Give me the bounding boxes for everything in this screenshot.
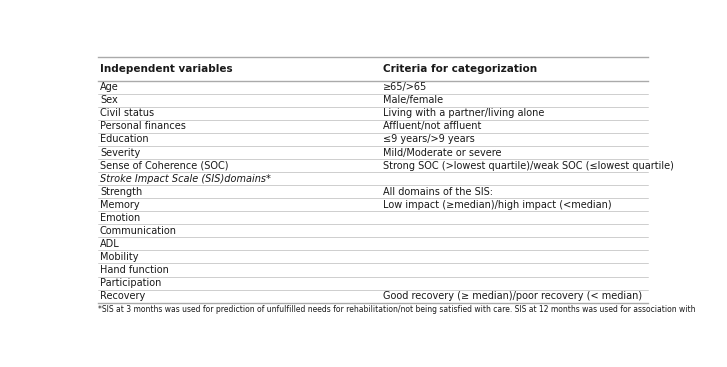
- Text: Stroke Impact Scale (SIS)domains*: Stroke Impact Scale (SIS)domains*: [100, 174, 270, 184]
- Text: Good recovery (≥ median)/poor recovery (< median): Good recovery (≥ median)/poor recovery (…: [383, 291, 642, 301]
- Text: Living with a partner/living alone: Living with a partner/living alone: [383, 108, 545, 119]
- Text: Strength: Strength: [100, 187, 142, 197]
- Text: Mobility: Mobility: [100, 252, 138, 262]
- Text: Personal finances: Personal finances: [100, 121, 186, 131]
- Text: Mild/Moderate or severe: Mild/Moderate or severe: [383, 148, 502, 157]
- Text: Communication: Communication: [100, 226, 177, 236]
- Text: Emotion: Emotion: [100, 213, 140, 223]
- Text: Education: Education: [100, 134, 148, 145]
- Text: Participation: Participation: [100, 278, 161, 288]
- Text: Criteria for categorization: Criteria for categorization: [383, 64, 537, 74]
- Text: ≤9 years/>9 years: ≤9 years/>9 years: [383, 134, 475, 145]
- Text: Memory: Memory: [100, 200, 140, 210]
- Text: Affluent/not affluent: Affluent/not affluent: [383, 121, 481, 131]
- Text: ADL: ADL: [100, 239, 120, 249]
- Text: Male/female: Male/female: [383, 95, 443, 105]
- Text: Recovery: Recovery: [100, 291, 145, 301]
- Text: Severity: Severity: [100, 148, 140, 157]
- Text: Hand function: Hand function: [100, 265, 169, 275]
- Text: All domains of the SIS:: All domains of the SIS:: [383, 187, 493, 197]
- Text: Age: Age: [100, 82, 119, 92]
- Text: Strong SOC (>lowest quartile)/weak SOC (≤lowest quartile): Strong SOC (>lowest quartile)/weak SOC (…: [383, 161, 674, 171]
- Text: Independent variables: Independent variables: [100, 64, 233, 74]
- Text: Low impact (≥median)/high impact (<median): Low impact (≥median)/high impact (<media…: [383, 200, 611, 210]
- Text: Sex: Sex: [100, 95, 118, 105]
- Text: *SIS at 3 months was used for prediction of unfulfilled needs for rehabilitation: *SIS at 3 months was used for prediction…: [97, 305, 695, 315]
- Text: ≥65/>65: ≥65/>65: [383, 82, 427, 92]
- Text: Civil status: Civil status: [100, 108, 154, 119]
- Text: Sense of Coherence (SOC): Sense of Coherence (SOC): [100, 161, 228, 171]
